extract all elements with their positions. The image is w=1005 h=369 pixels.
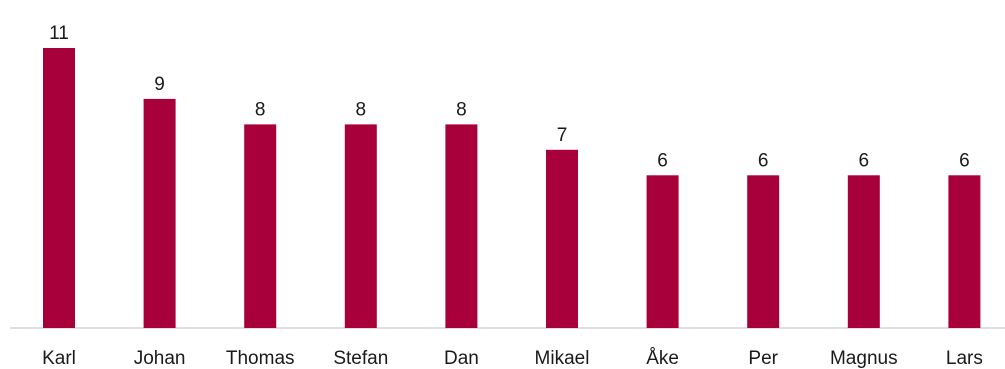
data-label-åke: 6 xyxy=(657,150,668,171)
data-label-mikael: 7 xyxy=(557,125,568,146)
category-label-åke: Åke xyxy=(646,348,679,369)
bar-dan xyxy=(445,124,478,329)
bar-mikael xyxy=(546,149,578,328)
bar-lars xyxy=(948,175,981,328)
data-label-stefan: 8 xyxy=(356,99,367,120)
category-label-stefan: Stefan xyxy=(333,348,388,369)
bar-åke xyxy=(646,175,679,328)
category-label-lars: Lars xyxy=(946,348,983,369)
data-label-dan: 8 xyxy=(456,99,467,120)
data-label-johan: 9 xyxy=(154,74,165,95)
bar-thomas xyxy=(244,124,277,329)
bar-karl xyxy=(43,48,75,328)
category-label-johan: Johan xyxy=(134,348,186,369)
data-label-per: 6 xyxy=(758,150,769,171)
category-label-thomas: Thomas xyxy=(226,348,295,369)
bar-per xyxy=(747,175,780,328)
bar-stefan xyxy=(344,124,377,329)
category-label-dan: Dan xyxy=(444,348,479,369)
data-label-magnus: 6 xyxy=(859,150,870,171)
data-label-lars: 6 xyxy=(959,150,970,171)
category-label-magnus: Magnus xyxy=(830,348,898,369)
bar-magnus xyxy=(847,175,880,328)
bars xyxy=(43,48,981,329)
data-label-karl: 11 xyxy=(49,23,69,44)
category-labels: Karl Johan Thomas Stefan Dan Mikael Åke Per Magn… xyxy=(42,348,983,369)
data-labels: 11 9 8 8 8 7 6 6 6 6 xyxy=(49,23,970,171)
data-label-thomas: 8 xyxy=(255,99,266,120)
category-label-per: Per xyxy=(748,348,778,369)
category-label-mikael: Mikael xyxy=(535,348,590,369)
category-label-karl: Karl xyxy=(42,348,76,369)
bar-johan xyxy=(143,98,176,329)
